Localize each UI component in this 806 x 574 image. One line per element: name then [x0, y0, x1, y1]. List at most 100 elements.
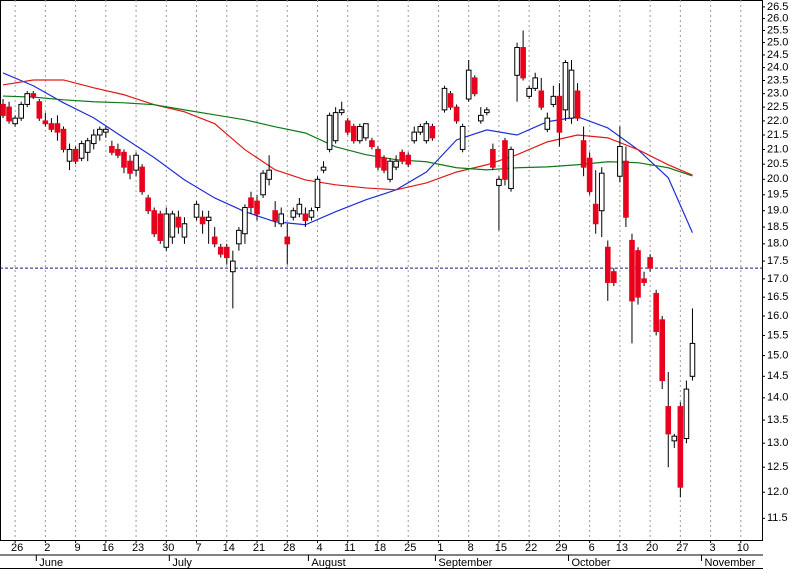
candle-body [677, 406, 684, 488]
candle-body [629, 239, 635, 302]
y-tick-label: 19.5 [767, 189, 788, 201]
x-tick-label: 15 [495, 542, 507, 554]
y-tick-label: 20.0 [767, 173, 788, 185]
x-tick-label: 28 [283, 542, 295, 554]
x-tick-label: 26 [11, 542, 23, 554]
candle-body [496, 178, 502, 186]
candle-body [611, 271, 617, 283]
candle-body [502, 140, 508, 180]
candle-body [532, 77, 539, 89]
y-tick-label: 15.5 [767, 329, 788, 341]
plot-frame [0, 0, 763, 541]
candle-body [465, 69, 472, 100]
x-tick-label: 18 [374, 542, 386, 554]
candle-body [54, 123, 61, 133]
candle-body [223, 246, 230, 259]
candle-body [556, 95, 563, 133]
x-tick-label: 14 [223, 542, 235, 554]
candle-body [598, 172, 605, 212]
candle-body [683, 388, 690, 440]
candle-body [580, 140, 587, 168]
candle-body [272, 210, 278, 221]
candle-body [181, 223, 188, 238]
candle-body [133, 154, 139, 171]
y-tick-label: 12.0 [767, 486, 788, 498]
candle-body [266, 169, 272, 180]
candle-body [490, 148, 496, 168]
x-tick-label: 3 [710, 542, 716, 554]
candle-body [623, 160, 629, 218]
candle-body [604, 246, 611, 283]
x-tick-label: 1 [437, 542, 443, 554]
x-tick-label: 22 [525, 542, 537, 554]
y-tick-label: 18.0 [767, 238, 788, 250]
month-label: June [39, 557, 63, 569]
candle-body [344, 120, 351, 133]
month-label: November [705, 557, 756, 569]
moving-average-line [2, 79, 693, 191]
candle-body [236, 229, 242, 245]
candle-body [109, 145, 115, 153]
candle-body [72, 148, 79, 162]
candle-body [163, 213, 170, 248]
candle-body [308, 210, 315, 218]
candle-body [617, 145, 623, 177]
y-tick-label: 18.5 [767, 221, 788, 233]
candle-body [332, 112, 339, 142]
month-label: September [438, 557, 492, 569]
y-tick-label: 23.5 [767, 74, 788, 86]
candle-body [363, 123, 369, 139]
candle-body [471, 77, 478, 95]
x-tick-label: 10 [737, 542, 749, 554]
candle-body [42, 120, 49, 125]
y-tick-label: 19.0 [767, 205, 788, 217]
candle-body [175, 216, 182, 228]
candle-body [314, 178, 321, 209]
moving-average-line [2, 72, 693, 233]
candle-body [145, 197, 151, 212]
candle-body [302, 213, 309, 221]
y-tick-label: 23.0 [767, 88, 788, 100]
candle-body [508, 148, 514, 190]
candle-body [320, 166, 327, 171]
candle-body [387, 160, 393, 180]
candle-body [157, 213, 164, 241]
candle-body [429, 126, 436, 139]
candle-body [375, 148, 381, 168]
x-tick-label: 13 [616, 542, 628, 554]
x-tick-label: 7 [195, 542, 201, 554]
x-tick-label: 29 [555, 542, 567, 554]
candle-body [538, 90, 545, 108]
candle-body [411, 131, 418, 142]
candle-body [260, 172, 266, 196]
candle-body [381, 157, 387, 171]
x-tick-label: 16 [102, 542, 114, 554]
candle-body [0, 103, 6, 116]
x-tick-label: 27 [676, 542, 688, 554]
candle-body [84, 140, 91, 153]
y-tick-label: 25.5 [767, 24, 788, 36]
candle-body [169, 213, 176, 238]
x-tick-label: 6 [589, 542, 595, 554]
candle-body [230, 260, 236, 273]
candle-body [30, 93, 37, 97]
candle-body [399, 151, 405, 162]
y-tick-label: 14.0 [767, 392, 788, 404]
candle-body [477, 114, 484, 122]
candle-body [48, 123, 55, 130]
candle-body [635, 250, 641, 298]
y-tick-label: 24.0 [767, 62, 788, 74]
candle-body [671, 435, 678, 442]
candle-body [659, 319, 666, 382]
candle-body [641, 278, 647, 283]
candle-body [520, 47, 526, 79]
candle-body [127, 160, 133, 174]
candle-body [90, 134, 97, 145]
candle-body [278, 213, 285, 225]
candle-body [350, 126, 357, 142]
candle-body [24, 93, 31, 105]
candle-body [151, 210, 158, 235]
x-tick-label: 23 [132, 542, 144, 554]
candle-body [60, 128, 67, 150]
